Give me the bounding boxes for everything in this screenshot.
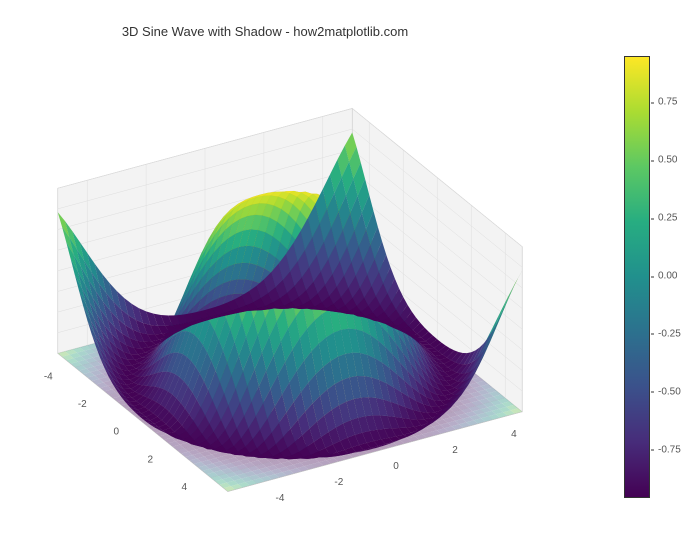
svg-text:-2: -2 — [334, 477, 343, 488]
svg-text:-2: -2 — [78, 399, 87, 410]
colorbar-tick-label: 0.25 — [658, 213, 677, 224]
colorbar-tick-label: -0.50 — [658, 386, 681, 397]
svg-text:2: 2 — [452, 445, 458, 456]
svg-text:2: 2 — [147, 454, 153, 465]
colorbar: -0.75-0.50-0.250.000.250.500.75 — [624, 56, 650, 496]
chart-title: 3D Sine Wave with Shadow - how2matplotli… — [0, 24, 530, 39]
svg-text:-4: -4 — [276, 493, 285, 504]
colorbar-tick-label: 0.50 — [658, 155, 677, 166]
colorbar-ticks: -0.75 -0.50 -0.25 0.00 0.25 0.50 0.75 — [654, 56, 699, 496]
svg-text:4: 4 — [181, 482, 187, 493]
colorbar-gradient — [624, 56, 650, 498]
colorbar-tick-label: 0.75 — [658, 97, 677, 108]
svg-text:0: 0 — [393, 461, 399, 472]
colorbar-tick-label: -0.75 — [658, 444, 681, 455]
svg-text:-4: -4 — [44, 371, 53, 382]
colorbar-tick-label: -0.25 — [658, 328, 681, 339]
surface-plot: -4-2024-4-2024-1.00-0.75-0.50-0.250.000.… — [40, 55, 540, 515]
colorbar-tick-label: 0.00 — [658, 271, 677, 282]
svg-text:0: 0 — [113, 427, 119, 438]
svg-text:4: 4 — [511, 429, 517, 440]
